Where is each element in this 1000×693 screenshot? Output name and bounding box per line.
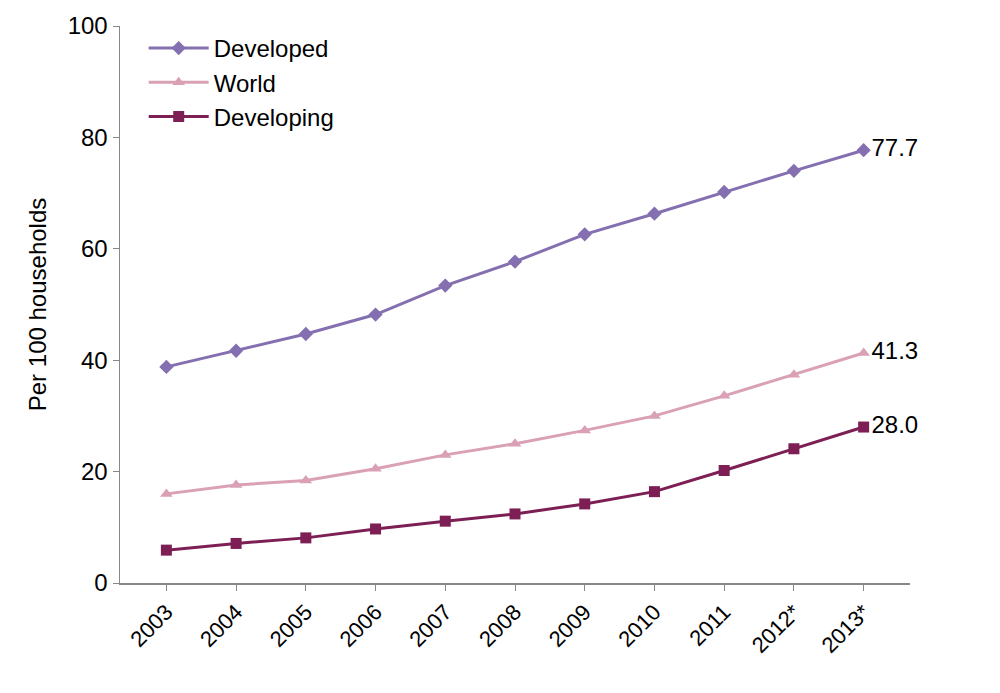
- svg-text:60: 60: [81, 235, 108, 262]
- svg-text:2012*: 2012*: [747, 599, 806, 658]
- svg-text:28.0: 28.0: [872, 411, 919, 438]
- svg-text:World: World: [214, 70, 276, 97]
- svg-text:Developing: Developing: [214, 104, 334, 131]
- svg-text:2004: 2004: [195, 600, 247, 652]
- svg-text:2010: 2010: [613, 600, 665, 652]
- svg-text:2006: 2006: [335, 600, 387, 652]
- svg-text:2008: 2008: [474, 600, 526, 652]
- svg-text:2003: 2003: [125, 600, 177, 652]
- svg-text:0: 0: [94, 569, 107, 596]
- svg-text:80: 80: [81, 124, 108, 151]
- svg-text:2011: 2011: [684, 600, 735, 651]
- svg-text:41.3: 41.3: [872, 337, 919, 364]
- svg-text:2005: 2005: [265, 600, 317, 652]
- svg-text:77.7: 77.7: [872, 134, 919, 161]
- svg-text:20: 20: [81, 458, 108, 485]
- svg-text:2009: 2009: [544, 600, 596, 652]
- svg-text:2013*: 2013*: [817, 599, 876, 658]
- svg-text:2007: 2007: [404, 600, 456, 652]
- svg-text:40: 40: [81, 347, 108, 374]
- svg-text:Per 100 households: Per 100 households: [24, 198, 51, 412]
- svg-text:100: 100: [68, 12, 108, 39]
- svg-text:Developed: Developed: [214, 35, 329, 62]
